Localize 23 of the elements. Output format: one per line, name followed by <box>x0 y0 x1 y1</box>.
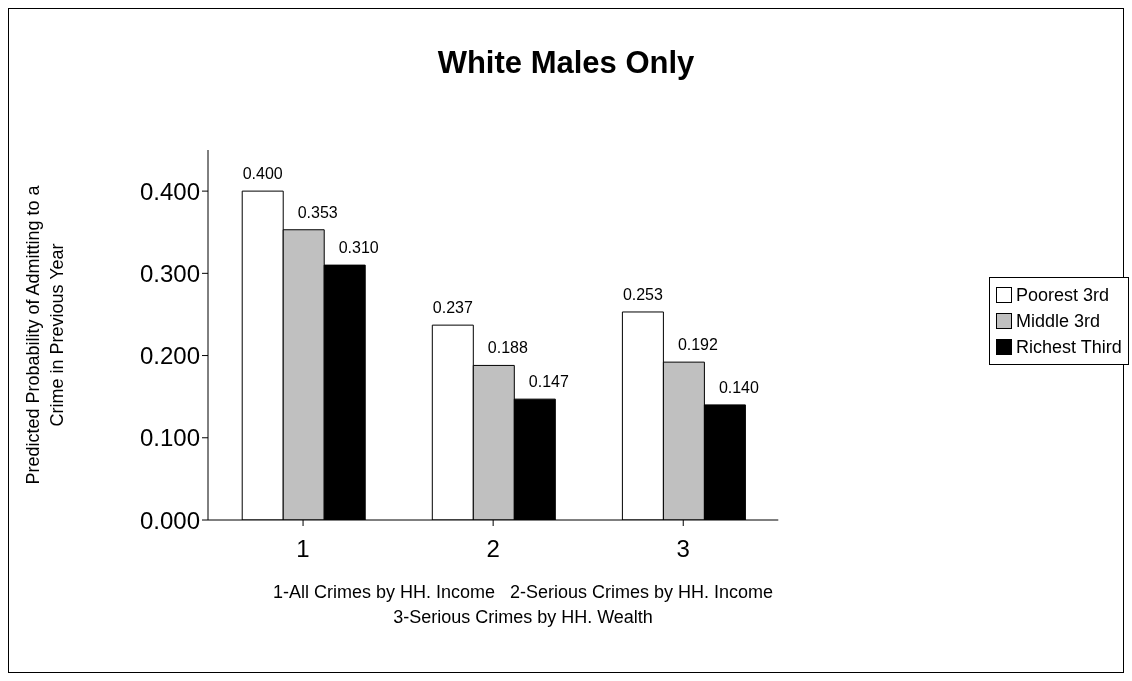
data-label: 0.237 <box>432 299 473 317</box>
x-axis-title: 1-All Crimes by HH. Income 2-Serious Crimes by HH. Income 3-Serious Crimes by HH. Wealth <box>271 581 775 629</box>
y-tick-label: 0.400 <box>139 177 200 205</box>
y-tick-label: 0.300 <box>139 259 200 287</box>
data-label: 0.140 <box>718 378 760 396</box>
x-tick-label: 1 <box>296 535 310 563</box>
data-label: 0.353 <box>297 203 338 221</box>
legend-label: Poorest 3rd <box>1016 284 1110 307</box>
x-tick-label: 2 <box>486 535 500 563</box>
data-label: 0.253 <box>622 285 664 303</box>
data-label: 0.400 <box>242 165 283 183</box>
chart-title: White Males Only <box>436 45 696 81</box>
data-label: 0.147 <box>528 373 569 391</box>
legend-label: Richest Third <box>1016 336 1122 359</box>
x-tick-label: 3 <box>676 535 690 563</box>
y-tick-label: 0.000 <box>139 506 200 534</box>
data-label: 0.310 <box>338 239 379 257</box>
legend-label: Middle 3rd <box>1016 310 1101 333</box>
data-label: 0.192 <box>677 336 719 354</box>
y-axis-title: Predicted Probability of Admitting to a Crime in Previous Year <box>23 184 67 485</box>
y-tick-label: 0.100 <box>139 424 200 452</box>
y-tick-label: 0.200 <box>139 342 200 370</box>
data-label: 0.188 <box>487 339 528 357</box>
